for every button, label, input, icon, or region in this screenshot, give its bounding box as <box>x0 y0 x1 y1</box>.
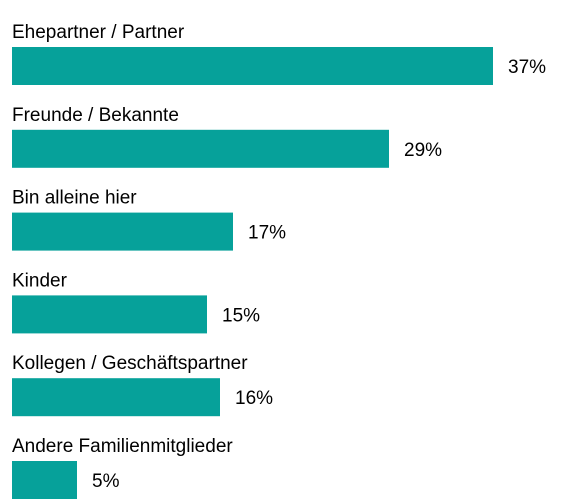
bar <box>12 47 493 85</box>
value-label: 29% <box>404 140 442 161</box>
category-label: Bin alleine hier <box>12 188 137 209</box>
value-label: 17% <box>248 223 286 244</box>
category-label: Kollegen / Geschäftspartner <box>12 353 248 374</box>
bar <box>12 212 233 251</box>
bar <box>12 129 389 168</box>
category-label: Ehepartner / Partner <box>12 22 185 43</box>
bar <box>12 295 207 334</box>
value-label: 5% <box>92 471 120 492</box>
value-label: 16% <box>235 388 273 409</box>
value-label: 15% <box>222 305 260 326</box>
bar <box>12 378 220 417</box>
category-label: Freunde / Bekannte <box>12 105 179 126</box>
value-label: 37% <box>508 57 546 78</box>
category-label: Kinder <box>12 270 68 291</box>
bar <box>12 461 77 499</box>
category-label: Andere Familienmitglieder <box>12 436 233 457</box>
